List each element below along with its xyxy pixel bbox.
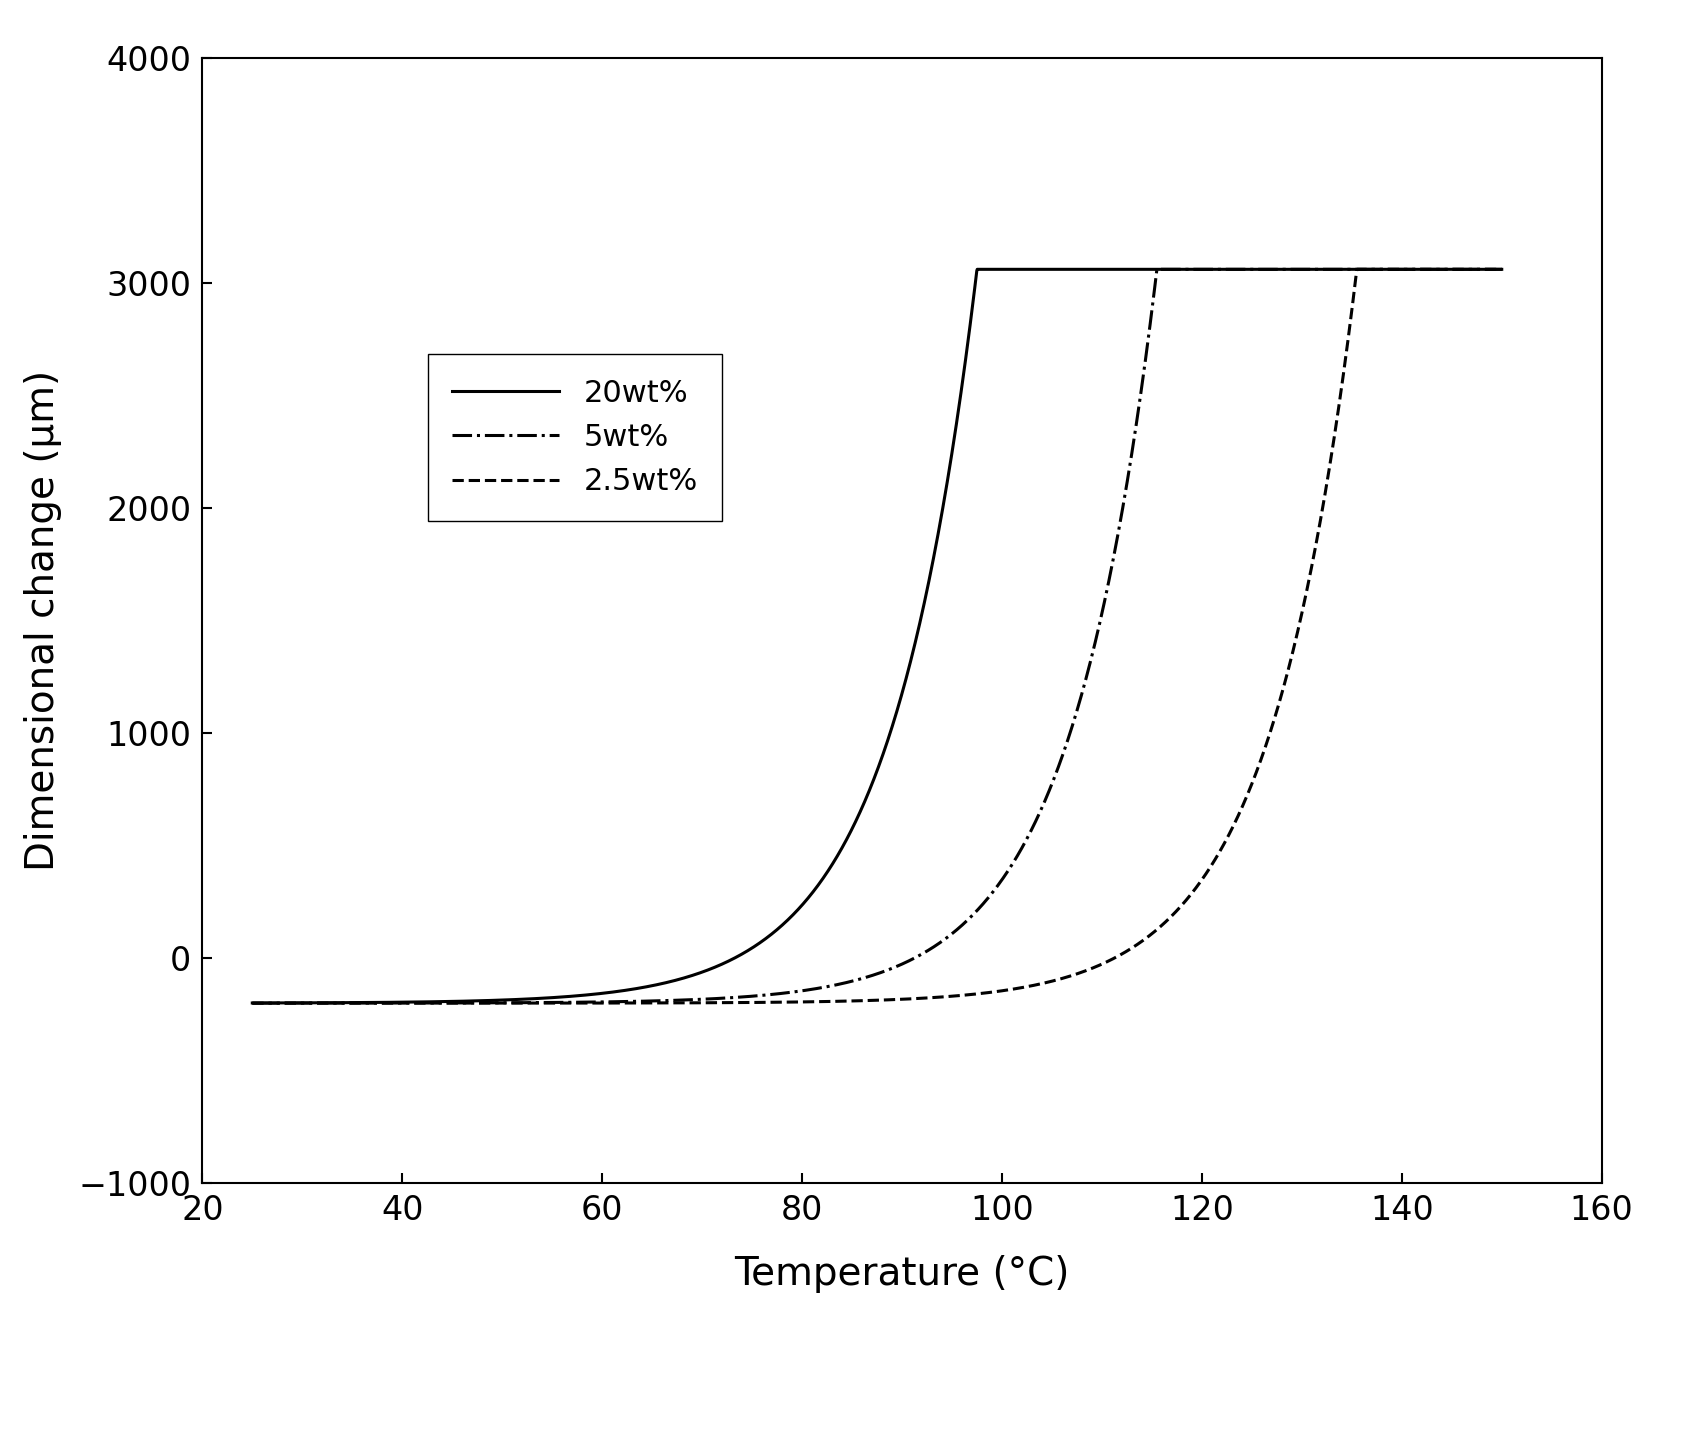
5wt% [776, 984, 796, 1001]
20wt% [968, 261, 988, 278]
5wt% [243, 994, 263, 1012]
20wt% [776, 913, 796, 931]
2.5wt% [776, 993, 796, 1010]
5wt% [722, 988, 742, 1006]
5wt% [459, 994, 479, 1012]
5wt% [384, 994, 405, 1012]
2.5wt% [722, 994, 742, 1012]
20wt% [459, 993, 479, 1010]
20wt% [1334, 261, 1354, 278]
Legend: 20wt%, 5wt%, 2.5wt%: 20wt%, 5wt%, 2.5wt% [428, 355, 722, 521]
Line: 20wt%: 20wt% [253, 270, 1502, 1003]
Y-axis label: Dimensional change (μm): Dimensional change (μm) [24, 369, 62, 872]
Line: 2.5wt%: 2.5wt% [253, 270, 1502, 1003]
5wt% [1146, 261, 1167, 278]
5wt% [1467, 261, 1487, 278]
20wt% [1492, 261, 1512, 278]
5wt% [1492, 261, 1512, 278]
20wt% [1467, 261, 1487, 278]
2.5wt% [1347, 261, 1367, 278]
20wt% [243, 994, 263, 1012]
2.5wt% [1492, 261, 1512, 278]
20wt% [722, 951, 742, 968]
2.5wt% [384, 994, 405, 1012]
20wt% [384, 994, 405, 1012]
5wt% [1334, 261, 1354, 278]
2.5wt% [459, 994, 479, 1012]
2.5wt% [1332, 371, 1352, 388]
X-axis label: Temperature (°C): Temperature (°C) [735, 1255, 1069, 1293]
2.5wt% [1467, 261, 1487, 278]
Line: 5wt%: 5wt% [253, 270, 1502, 1003]
2.5wt% [243, 994, 263, 1012]
